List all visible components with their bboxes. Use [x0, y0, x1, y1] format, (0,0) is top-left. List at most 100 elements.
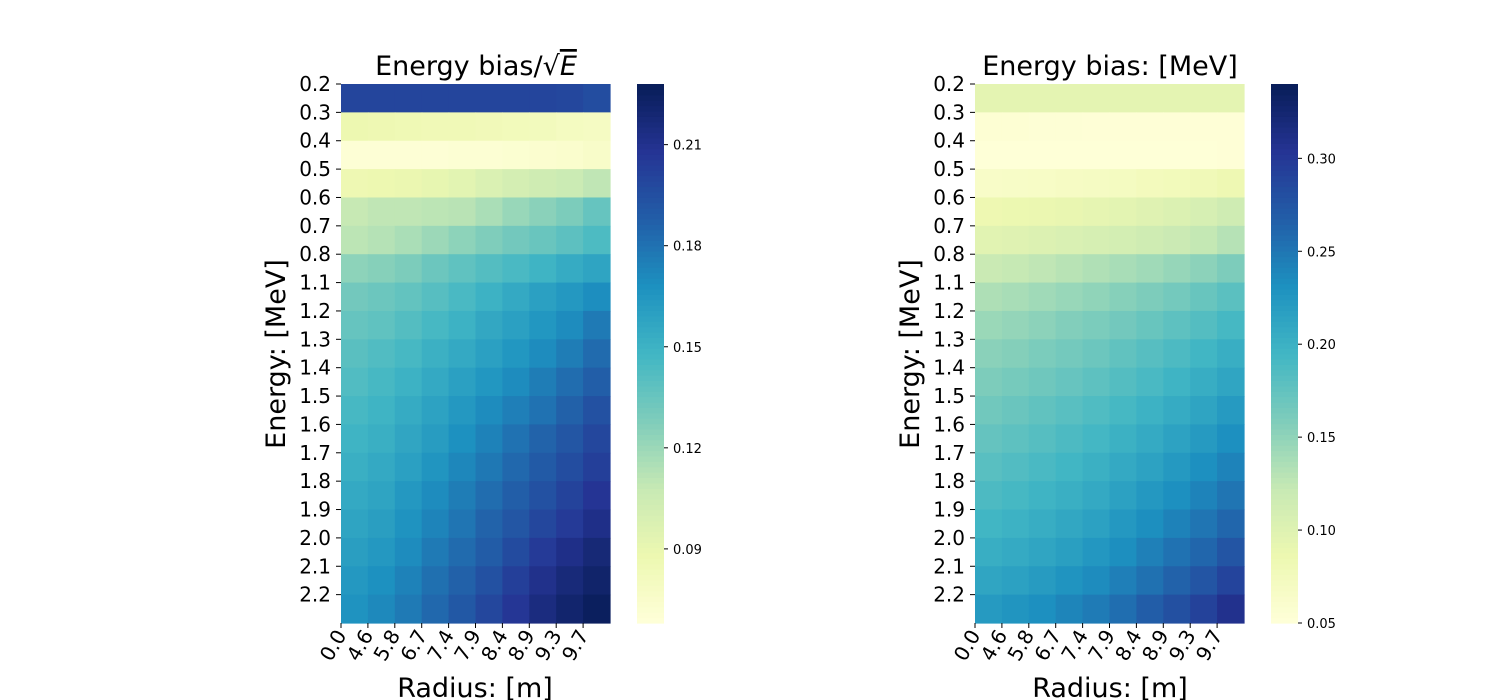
colorbar-segment — [637, 353, 664, 360]
heatmap-cell — [1217, 140, 1245, 170]
heatmap-cell — [421, 424, 450, 454]
colorbar-segment — [1271, 488, 1298, 495]
heatmap-cell — [1001, 566, 1030, 596]
colorbar-segment — [1271, 224, 1298, 231]
heatmap-cell — [556, 140, 584, 170]
colorbar-segment — [1271, 396, 1298, 403]
heatmap-cell — [529, 310, 557, 340]
colorbar-segment — [637, 585, 664, 592]
heatmap-cell — [1055, 424, 1084, 454]
heatmap-cell — [367, 140, 396, 170]
heatmap-cell — [1190, 282, 1218, 312]
heatmap-cell — [1136, 594, 1164, 624]
heatmap-cell — [1001, 84, 1030, 113]
colorbar-segment — [637, 245, 664, 252]
heatmap-cell — [448, 424, 477, 454]
colorbar-segment — [1271, 590, 1298, 597]
heatmap-cell — [583, 225, 611, 255]
heatmap-cell — [1082, 225, 1111, 255]
heatmap-cell — [1055, 197, 1084, 227]
colorbar-segment — [637, 154, 664, 161]
heatmap-cell — [975, 566, 1003, 596]
heatmap-cell — [1028, 396, 1057, 426]
heatmap-cell — [1163, 339, 1191, 369]
heatmap-cell — [1055, 310, 1084, 340]
y-tick-label: 2.1 — [299, 554, 331, 578]
colorbar-segment — [637, 294, 664, 301]
y-tick-label: 0.6 — [299, 185, 331, 209]
heatmap-cell — [448, 594, 477, 624]
colorbar-segment — [637, 331, 664, 338]
colorbar-segment — [1271, 439, 1298, 446]
colorbar-segment — [1271, 175, 1298, 182]
colorbar-segment — [1271, 385, 1298, 392]
heatmap-cell — [448, 339, 477, 369]
colorbar-segment — [637, 402, 664, 408]
heatmap-cell — [1055, 112, 1084, 142]
y-tick-label: 0.7 — [933, 214, 965, 238]
heatmap-cell — [1001, 339, 1030, 369]
heatmap-cell — [1163, 396, 1191, 426]
colorbar-segment — [1271, 170, 1298, 177]
heatmap-cell — [421, 509, 450, 539]
heatmap-cell — [1190, 537, 1218, 567]
colorbar-segment — [637, 348, 664, 355]
heatmap-cell — [1109, 169, 1137, 199]
heatmap-cell — [583, 566, 611, 596]
heatmap-cell — [502, 112, 530, 142]
y-axis-label-right: Energy: [MeV] — [895, 259, 926, 449]
heatmap-cell — [1163, 566, 1191, 596]
heatmap-cell — [421, 169, 450, 199]
heatmap-cell — [502, 481, 530, 511]
heatmap-cell — [1055, 367, 1084, 397]
heatmap-cell — [975, 367, 1003, 397]
heatmap-cell — [475, 367, 503, 397]
colorbar-segment — [637, 531, 664, 538]
heatmap-cell — [583, 169, 611, 199]
heatmap-cell — [1055, 282, 1084, 312]
colorbar-segment — [637, 132, 664, 139]
heatmap-cell — [1109, 112, 1137, 142]
heatmap-cell — [502, 140, 530, 170]
colorbar-segment — [637, 105, 664, 112]
heatmap-cell — [1109, 367, 1137, 397]
heatmap-cell — [1190, 169, 1218, 199]
heatmap-cell — [1028, 566, 1057, 596]
heatmap-cell — [475, 169, 503, 199]
heatmap-cell — [975, 339, 1003, 369]
heatmap-cell — [975, 396, 1003, 426]
heatmap-cell — [1217, 424, 1245, 454]
heatmap-cell — [556, 84, 584, 113]
heatmap-cell — [367, 594, 396, 624]
heatmap-cell — [341, 396, 369, 426]
heatmap-cell — [394, 339, 423, 369]
colorbar-segment — [1271, 89, 1298, 96]
heatmap-cell — [448, 140, 477, 170]
heatmap-cell — [1190, 140, 1218, 170]
heatmap-cell — [502, 254, 530, 284]
colorbar-segment — [1271, 159, 1298, 166]
y-tick-label: 1.9 — [299, 498, 331, 522]
heatmap-cell — [1109, 282, 1137, 312]
colorbar-segment — [1271, 617, 1298, 624]
heatmap-cell — [1190, 112, 1218, 142]
y-tick-label: 2.2 — [299, 583, 331, 607]
heatmap-cell — [556, 396, 584, 426]
colorbar-segment — [637, 234, 664, 241]
heatmap-cell — [448, 367, 477, 397]
colorbar-segment — [1271, 423, 1298, 430]
heatmap-cell — [394, 169, 423, 199]
heatmap-cell — [583, 424, 611, 454]
colorbar-segment — [637, 175, 664, 182]
x-tick-label: 9.7 — [557, 626, 594, 666]
heatmap-cell — [1001, 225, 1030, 255]
heatmap-cell — [341, 537, 369, 567]
colorbar-segment — [637, 493, 664, 500]
y-tick-label: 0.3 — [933, 100, 965, 124]
heatmap-cell — [1109, 84, 1137, 113]
heatmap-cell — [502, 396, 530, 426]
heatmap-cell — [583, 197, 611, 227]
colorbar-segment — [1271, 197, 1298, 204]
y-tick-label: 1.3 — [299, 327, 331, 351]
heatmap-cell — [367, 424, 396, 454]
